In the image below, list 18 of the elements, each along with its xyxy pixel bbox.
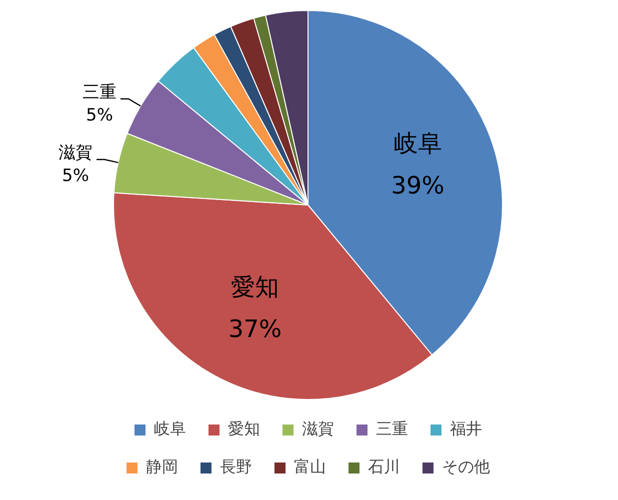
data-label: 5% [62,166,90,186]
slice-label: 岐阜 [394,130,442,158]
legend-label: 福井 [450,419,482,438]
slice-label: 滋賀 [58,142,93,163]
legend-label: 石川 [368,457,400,476]
data-label: 5% [86,105,114,126]
data-label: 37% [228,315,282,344]
legend-label: 長野 [220,457,252,476]
legend-label: 静岡 [146,457,178,476]
slice-label: 愛知 [231,273,280,302]
slice-label: 三重 [82,82,117,102]
legend-label: 滋賀 [302,419,334,438]
legend-label: 愛知 [228,419,260,438]
legend-label: 三重 [376,419,408,438]
legend-label: 富山 [294,457,326,476]
data-label: 39% [391,172,444,200]
legend-label: その他 [442,457,490,476]
legend-label: 岐阜 [154,419,186,438]
